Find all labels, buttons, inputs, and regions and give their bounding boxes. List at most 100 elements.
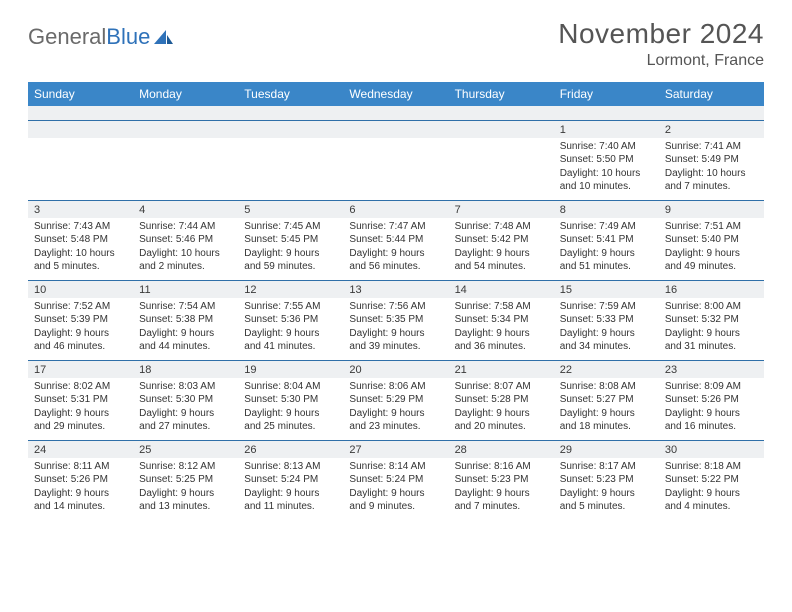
daylight-text: Daylight: 9 hours and 13 minutes. <box>139 487 232 514</box>
day-detail-cell: Sunrise: 8:02 AMSunset: 5:31 PMDaylight:… <box>28 378 133 441</box>
day-detail-cell: Sunrise: 7:43 AMSunset: 5:48 PMDaylight:… <box>28 218 133 281</box>
sunrise-text: Sunrise: 8:02 AM <box>34 380 127 394</box>
daylight-text: Daylight: 9 hours and 11 minutes. <box>244 487 337 514</box>
day-detail-cell <box>343 138 448 201</box>
day-number-cell: 6 <box>343 200 448 218</box>
daylight-text: Daylight: 9 hours and 36 minutes. <box>455 327 548 354</box>
day-number-cell: 11 <box>133 280 238 298</box>
sunset-text: Sunset: 5:25 PM <box>139 473 232 487</box>
dow-header: Sunday <box>28 82 133 106</box>
sunset-text: Sunset: 5:46 PM <box>139 233 232 247</box>
day-detail-cell <box>449 138 554 201</box>
title-block: November 2024 Lormont, France <box>558 18 764 70</box>
day-number-cell: 10 <box>28 280 133 298</box>
day-number-cell: 1 <box>554 120 659 138</box>
day-number-cell: 25 <box>133 440 238 458</box>
day-number-cell: 24 <box>28 440 133 458</box>
day-number: 12 <box>244 284 256 296</box>
page-header: GeneralBlue November 2024 Lormont, Franc… <box>28 18 764 70</box>
day-number: 21 <box>455 364 467 376</box>
day-number: 15 <box>560 284 572 296</box>
day-number-cell: 14 <box>449 280 554 298</box>
day-detail-cell: Sunrise: 7:56 AMSunset: 5:35 PMDaylight:… <box>343 298 448 361</box>
day-number: 16 <box>665 284 677 296</box>
day-number-cell: 27 <box>343 440 448 458</box>
day-detail-cell: Sunrise: 8:11 AMSunset: 5:26 PMDaylight:… <box>28 458 133 520</box>
day-detail-cell: Sunrise: 8:12 AMSunset: 5:25 PMDaylight:… <box>133 458 238 520</box>
daylight-text: Daylight: 10 hours and 2 minutes. <box>139 247 232 274</box>
daylight-text: Daylight: 10 hours and 5 minutes. <box>34 247 127 274</box>
daylight-text: Daylight: 9 hours and 5 minutes. <box>560 487 653 514</box>
day-number: 1 <box>560 124 566 136</box>
day-detail-cell: Sunrise: 7:59 AMSunset: 5:33 PMDaylight:… <box>554 298 659 361</box>
day-number-cell: 26 <box>238 440 343 458</box>
day-detail-cell: Sunrise: 8:07 AMSunset: 5:28 PMDaylight:… <box>449 378 554 441</box>
day-number: 20 <box>349 364 361 376</box>
brand-part1: General <box>28 24 106 50</box>
day-detail-cell: Sunrise: 7:47 AMSunset: 5:44 PMDaylight:… <box>343 218 448 281</box>
sunset-text: Sunset: 5:44 PM <box>349 233 442 247</box>
daylight-text: Daylight: 9 hours and 39 minutes. <box>349 327 442 354</box>
day-number: 28 <box>455 444 467 456</box>
sunset-text: Sunset: 5:31 PM <box>34 393 127 407</box>
day-number: 10 <box>34 284 46 296</box>
day-number-cell: 8 <box>554 200 659 218</box>
sunset-text: Sunset: 5:45 PM <box>244 233 337 247</box>
sunset-text: Sunset: 5:36 PM <box>244 313 337 327</box>
daylight-text: Daylight: 9 hours and 20 minutes. <box>455 407 548 434</box>
daylight-text: Daylight: 9 hours and 16 minutes. <box>665 407 758 434</box>
day-detail-cell <box>28 138 133 201</box>
day-number-row: 2425 26 27 28 29 30 <box>28 440 764 458</box>
sunrise-text: Sunrise: 8:09 AM <box>665 380 758 394</box>
day-detail-cell: Sunrise: 8:04 AMSunset: 5:30 PMDaylight:… <box>238 378 343 441</box>
sunset-text: Sunset: 5:35 PM <box>349 313 442 327</box>
brand-part2: Blue <box>106 24 150 50</box>
daylight-text: Daylight: 10 hours and 10 minutes. <box>560 167 653 194</box>
day-number-cell: 9 <box>659 200 764 218</box>
day-number: 13 <box>349 284 361 296</box>
sunrise-text: Sunrise: 7:40 AM <box>560 140 653 154</box>
day-detail-cell: Sunrise: 8:06 AMSunset: 5:29 PMDaylight:… <box>343 378 448 441</box>
day-number: 5 <box>244 204 250 216</box>
day-number: 23 <box>665 364 677 376</box>
daylight-text: Daylight: 9 hours and 54 minutes. <box>455 247 548 274</box>
sunset-text: Sunset: 5:26 PM <box>34 473 127 487</box>
sunrise-text: Sunrise: 8:13 AM <box>244 460 337 474</box>
day-detail-cell: Sunrise: 8:00 AMSunset: 5:32 PMDaylight:… <box>659 298 764 361</box>
day-number: 22 <box>560 364 572 376</box>
day-number: 9 <box>665 204 671 216</box>
daylight-text: Daylight: 9 hours and 49 minutes. <box>665 247 758 274</box>
day-number: 26 <box>244 444 256 456</box>
dow-header: Wednesday <box>343 82 448 106</box>
day-detail-cell: Sunrise: 7:52 AMSunset: 5:39 PMDaylight:… <box>28 298 133 361</box>
sunrise-text: Sunrise: 8:08 AM <box>560 380 653 394</box>
calendar-page: GeneralBlue November 2024 Lormont, Franc… <box>0 0 792 540</box>
sunset-text: Sunset: 5:40 PM <box>665 233 758 247</box>
day-number-cell: 19 <box>238 360 343 378</box>
day-detail-cell: Sunrise: 8:08 AMSunset: 5:27 PMDaylight:… <box>554 378 659 441</box>
sunrise-text: Sunrise: 8:11 AM <box>34 460 127 474</box>
daylight-text: Daylight: 9 hours and 56 minutes. <box>349 247 442 274</box>
day-number: 4 <box>139 204 145 216</box>
day-number: 3 <box>34 204 40 216</box>
sunset-text: Sunset: 5:50 PM <box>560 153 653 167</box>
sunrise-text: Sunrise: 7:54 AM <box>139 300 232 314</box>
sunset-text: Sunset: 5:41 PM <box>560 233 653 247</box>
day-detail-cell: Sunrise: 8:18 AMSunset: 5:22 PMDaylight:… <box>659 458 764 520</box>
day-number: 29 <box>560 444 572 456</box>
day-number-cell: 17 <box>28 360 133 378</box>
brand-logo: GeneralBlue <box>28 24 174 50</box>
location-label: Lormont, France <box>558 52 764 70</box>
day-detail-cell: Sunrise: 8:03 AMSunset: 5:30 PMDaylight:… <box>133 378 238 441</box>
day-number-cell <box>343 120 448 138</box>
day-number: 27 <box>349 444 361 456</box>
day-number-cell: 18 <box>133 360 238 378</box>
day-number-cell: 5 <box>238 200 343 218</box>
sunrise-text: Sunrise: 7:41 AM <box>665 140 758 154</box>
daylight-text: Daylight: 9 hours and 23 minutes. <box>349 407 442 434</box>
day-detail-cell: Sunrise: 7:41 AMSunset: 5:49 PMDaylight:… <box>659 138 764 201</box>
day-number-cell: 30 <box>659 440 764 458</box>
sunrise-text: Sunrise: 8:03 AM <box>139 380 232 394</box>
day-number: 17 <box>34 364 46 376</box>
day-number: 6 <box>349 204 355 216</box>
